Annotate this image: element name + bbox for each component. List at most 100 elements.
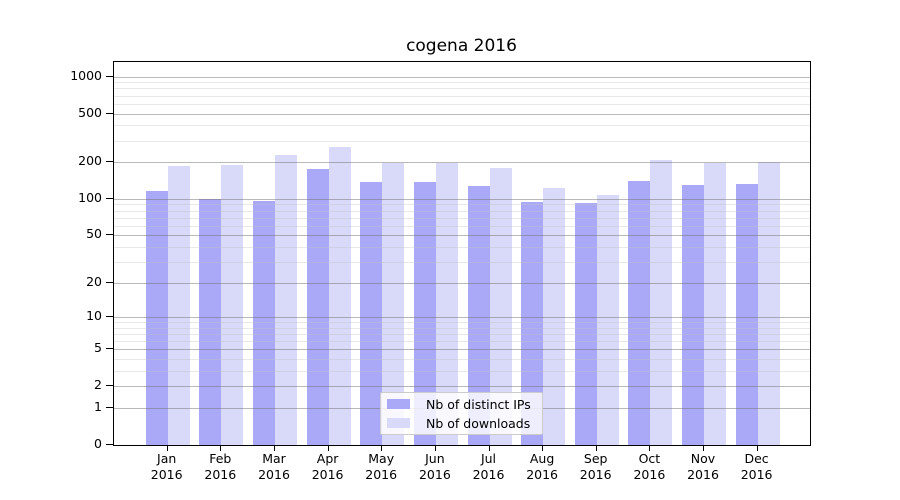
x-tick-month: Jul xyxy=(480,451,497,466)
y-tick-mark-10 xyxy=(106,316,113,318)
bar-downloads-apr xyxy=(328,147,351,445)
x-tick-mark-dec xyxy=(756,445,758,451)
legend-item-distinct-ips: Nb of distinct IPs xyxy=(387,396,542,412)
gridline-20 xyxy=(114,282,810,284)
y-tick-label-20: 20 xyxy=(86,273,102,289)
gridline-minor-8 xyxy=(114,327,810,329)
x-tick-label-aug: Aug 2016 xyxy=(512,451,572,483)
bar-distinct_ips-apr xyxy=(306,169,329,445)
bar-distinct_ips-dec xyxy=(735,183,758,445)
x-tick-mark-sep xyxy=(595,445,597,451)
x-tick-year: 2016 xyxy=(311,467,344,482)
gridline-minor-3 xyxy=(114,371,810,373)
bar-downloads-aug xyxy=(543,188,566,445)
x-tick-month: Nov xyxy=(690,451,716,466)
x-tick-month: Oct xyxy=(638,451,661,466)
bar-downloads-jan xyxy=(167,166,190,445)
chart-title: cogena 2016 xyxy=(406,36,517,56)
y-tick-label-50: 50 xyxy=(86,226,102,242)
x-tick-label-dec: Dec 2016 xyxy=(727,451,787,483)
gridline-minor-60 xyxy=(114,225,810,227)
x-tick-label-jun: Jun 2016 xyxy=(405,451,465,483)
x-tick-mark-jun xyxy=(434,445,436,451)
y-tick-label-1000: 1000 xyxy=(70,67,102,83)
y-tick-mark-100 xyxy=(106,197,113,199)
bar-distinct_ips-may xyxy=(360,181,383,445)
y-tick-mark-1 xyxy=(106,407,113,408)
x-tick-year: 2016 xyxy=(258,467,290,482)
y-tick-mark-1000 xyxy=(106,75,113,77)
y-tick-mark-50 xyxy=(106,234,113,236)
gridline-10 xyxy=(114,317,810,319)
x-tick-label-jan: Jan 2016 xyxy=(137,451,197,483)
bar-downloads-dec xyxy=(757,162,780,445)
y-tick-mark-5 xyxy=(106,348,113,350)
gridline-minor-80 xyxy=(114,210,810,212)
gridline-2 xyxy=(114,386,810,388)
x-tick-month: Jan xyxy=(157,451,177,466)
bar-downloads-mar xyxy=(275,155,297,445)
y-tick-label-0: 0 xyxy=(94,436,102,451)
x-tick-label-mar: Mar 2016 xyxy=(244,451,304,483)
x-tick-label-apr: Apr 2016 xyxy=(298,451,358,483)
gridline-200 xyxy=(114,162,810,164)
x-tick-year: 2016 xyxy=(687,467,719,482)
x-tick-year: 2016 xyxy=(633,467,666,482)
bar-distinct_ips-sep xyxy=(574,203,597,445)
x-tick-mark-nov xyxy=(703,445,704,451)
gridline-minor-600 xyxy=(114,103,810,105)
x-tick-year: 2016 xyxy=(204,467,237,482)
y-tick-mark-0 xyxy=(106,444,113,445)
y-tick-label-100: 100 xyxy=(78,189,102,205)
bar-distinct_ips-oct xyxy=(628,180,651,445)
bar-downloads-feb xyxy=(221,164,244,445)
x-tick-month: Mar xyxy=(262,451,286,466)
x-tick-mark-oct xyxy=(649,445,651,451)
x-tick-mark-may xyxy=(381,445,383,451)
gridline-minor-700 xyxy=(114,95,810,97)
x-tick-mark-jan xyxy=(166,445,168,451)
gridline-minor-4 xyxy=(114,359,810,361)
x-tick-mark-mar xyxy=(274,445,275,451)
bar-distinct_ips-jun xyxy=(413,182,436,445)
x-tick-label-may: May 2016 xyxy=(351,451,411,483)
gridline-minor-70 xyxy=(114,217,810,219)
y-tick-label-200: 200 xyxy=(78,153,102,169)
plot-area xyxy=(113,61,811,446)
x-tick-year: 2016 xyxy=(150,467,183,482)
y-tick-mark-20 xyxy=(106,281,113,283)
x-tick-year: 2016 xyxy=(365,467,398,482)
bar-distinct_ips-mar xyxy=(253,200,275,445)
bar-downloads-oct xyxy=(650,160,673,445)
x-tick-year: 2016 xyxy=(579,467,612,482)
x-tick-month: May xyxy=(368,451,395,466)
y-tick-label-10: 10 xyxy=(86,308,102,324)
legend-label-distinct-ips: Nb of distinct IPs xyxy=(426,396,531,412)
x-tick-mark-aug xyxy=(542,445,544,451)
gridline-500 xyxy=(114,113,810,115)
y-tick-mark-200 xyxy=(106,161,113,163)
x-tick-label-nov: Nov 2016 xyxy=(673,451,733,483)
y-tick-label-1: 1 xyxy=(94,399,102,414)
bar-distinct_ips-aug xyxy=(521,201,544,445)
x-tick-year: 2016 xyxy=(526,467,558,482)
gridline-50 xyxy=(114,235,810,237)
x-tick-year: 2016 xyxy=(472,467,505,482)
y-tick-label-5: 5 xyxy=(94,340,102,356)
x-tick-month: Dec xyxy=(744,451,769,466)
bar-distinct_ips-nov xyxy=(682,185,704,445)
x-tick-mark-feb xyxy=(220,445,222,451)
bar-downloads-may xyxy=(382,162,405,445)
gridline-minor-6 xyxy=(114,341,810,343)
bar-downloads-sep xyxy=(596,194,619,445)
bar-downloads-jun xyxy=(435,163,458,445)
gridline-minor-30 xyxy=(114,261,810,263)
x-tick-label-sep: Sep 2016 xyxy=(566,451,626,483)
x-tick-month: Jun xyxy=(425,451,445,466)
legend-swatch-downloads xyxy=(387,418,410,428)
gridline-minor-900 xyxy=(114,82,810,84)
y-tick-mark-2 xyxy=(106,385,113,387)
x-tick-mark-apr xyxy=(327,445,329,451)
gridline-minor-90 xyxy=(114,204,810,206)
x-tick-month: Feb xyxy=(209,451,232,466)
